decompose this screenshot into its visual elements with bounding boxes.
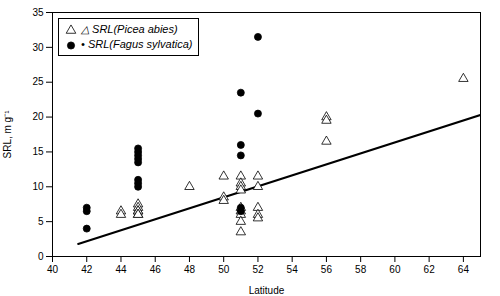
- svg-text:0: 0: [38, 251, 44, 262]
- svg-text:54: 54: [287, 264, 299, 275]
- svg-text:SRL, m g⁻¹: SRL, m g⁻¹: [2, 110, 13, 159]
- svg-text:52: 52: [252, 264, 264, 275]
- svg-text:56: 56: [321, 264, 333, 275]
- svg-text:42: 42: [81, 264, 93, 275]
- svg-text:62: 62: [424, 264, 436, 275]
- svg-text:20: 20: [32, 111, 44, 122]
- svg-text:Latitude: Latitude: [249, 285, 285, 296]
- html-text:• SRL(Fagus sylvatica): • SRL(Fagus sylvatica): [81, 38, 193, 50]
- svg-text:50: 50: [218, 264, 230, 275]
- svg-text:58: 58: [355, 264, 367, 275]
- svg-text:30: 30: [32, 42, 44, 53]
- svg-text:25: 25: [32, 76, 44, 87]
- svg-text:15: 15: [32, 146, 44, 157]
- svg-text:35: 35: [32, 7, 44, 18]
- svg-text:60: 60: [389, 264, 401, 275]
- svg-text:40: 40: [47, 264, 59, 275]
- svg-text:46: 46: [150, 264, 162, 275]
- svg-text:10: 10: [32, 181, 44, 192]
- svg-text:5: 5: [38, 216, 44, 227]
- svg-text:44: 44: [115, 264, 127, 275]
- svg-text:48: 48: [184, 264, 196, 275]
- html-text:△ SRL(Picea abies): △ SRL(Picea abies): [81, 23, 178, 35]
- svg-text:64: 64: [458, 264, 470, 275]
